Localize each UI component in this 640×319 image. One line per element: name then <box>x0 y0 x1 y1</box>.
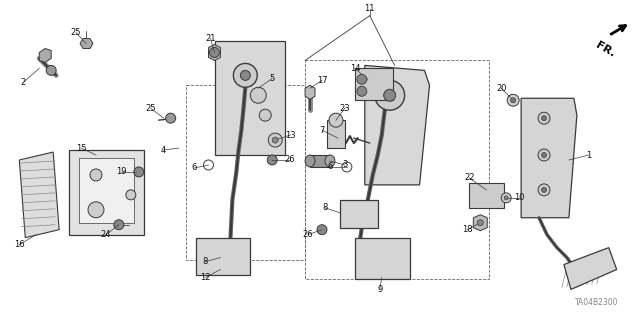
Circle shape <box>538 149 550 161</box>
Circle shape <box>209 48 220 57</box>
Circle shape <box>268 133 282 147</box>
Circle shape <box>541 187 547 192</box>
Text: 15: 15 <box>76 144 86 152</box>
Bar <box>310 155 330 167</box>
Polygon shape <box>564 248 617 289</box>
Text: 7: 7 <box>319 126 324 135</box>
Circle shape <box>46 65 56 75</box>
Circle shape <box>384 89 396 101</box>
Bar <box>340 200 378 228</box>
Text: 26: 26 <box>303 230 314 239</box>
Circle shape <box>507 94 519 106</box>
Text: 23: 23 <box>340 104 350 113</box>
Circle shape <box>504 196 508 200</box>
Circle shape <box>90 169 102 181</box>
Text: 12: 12 <box>200 273 211 282</box>
Circle shape <box>114 220 124 230</box>
Circle shape <box>329 113 343 127</box>
Polygon shape <box>305 85 315 99</box>
Text: 25: 25 <box>145 104 156 113</box>
Text: TA04B2300: TA04B2300 <box>575 298 619 307</box>
Text: 16: 16 <box>14 240 24 249</box>
Text: 25: 25 <box>71 28 81 37</box>
Circle shape <box>166 113 175 123</box>
Circle shape <box>88 202 104 218</box>
Circle shape <box>538 112 550 124</box>
Circle shape <box>317 225 327 235</box>
Circle shape <box>375 80 404 110</box>
Ellipse shape <box>325 155 335 167</box>
Text: 17: 17 <box>317 76 327 85</box>
Text: 1: 1 <box>586 151 591 160</box>
Bar <box>186 85 305 260</box>
Circle shape <box>357 74 367 84</box>
Circle shape <box>501 193 511 203</box>
Circle shape <box>259 109 271 121</box>
Circle shape <box>511 98 516 103</box>
Bar <box>327 120 345 148</box>
Polygon shape <box>80 39 93 48</box>
Bar <box>469 183 504 208</box>
Polygon shape <box>365 65 429 185</box>
Circle shape <box>241 70 250 80</box>
Polygon shape <box>216 41 285 155</box>
Polygon shape <box>521 98 577 218</box>
Bar <box>79 158 134 223</box>
Circle shape <box>272 137 278 143</box>
Circle shape <box>541 116 547 121</box>
Circle shape <box>477 220 483 226</box>
Text: 3: 3 <box>342 160 348 169</box>
Polygon shape <box>39 48 51 63</box>
Text: 13: 13 <box>285 130 296 140</box>
Text: 6: 6 <box>327 162 333 172</box>
Text: 20: 20 <box>496 84 506 93</box>
Text: 19: 19 <box>116 167 126 176</box>
Circle shape <box>357 86 367 96</box>
Text: 14: 14 <box>349 64 360 73</box>
Polygon shape <box>474 215 487 231</box>
Bar <box>355 238 410 279</box>
Text: FR.: FR. <box>595 41 617 59</box>
Text: 4: 4 <box>161 145 166 154</box>
Circle shape <box>234 63 257 87</box>
Text: 22: 22 <box>464 174 475 182</box>
Circle shape <box>250 87 266 103</box>
Text: 6: 6 <box>192 163 197 173</box>
Text: 11: 11 <box>365 4 375 13</box>
Text: 18: 18 <box>462 225 473 234</box>
Circle shape <box>541 152 547 158</box>
Text: 26: 26 <box>285 155 296 165</box>
Text: 2: 2 <box>20 78 26 87</box>
Polygon shape <box>19 152 59 238</box>
Text: 5: 5 <box>269 74 275 83</box>
Text: 10: 10 <box>514 193 524 202</box>
Bar <box>196 238 250 276</box>
Bar <box>69 150 144 235</box>
Bar <box>355 68 393 100</box>
Circle shape <box>126 190 136 200</box>
Circle shape <box>538 184 550 196</box>
Circle shape <box>268 155 277 165</box>
Text: 8: 8 <box>323 203 328 212</box>
Text: 24: 24 <box>100 230 111 239</box>
Bar <box>305 60 489 279</box>
Polygon shape <box>209 45 220 60</box>
Circle shape <box>134 167 144 177</box>
Text: 9: 9 <box>377 285 382 294</box>
Text: 21: 21 <box>205 34 216 43</box>
Text: 8: 8 <box>203 257 208 266</box>
Ellipse shape <box>305 155 315 167</box>
